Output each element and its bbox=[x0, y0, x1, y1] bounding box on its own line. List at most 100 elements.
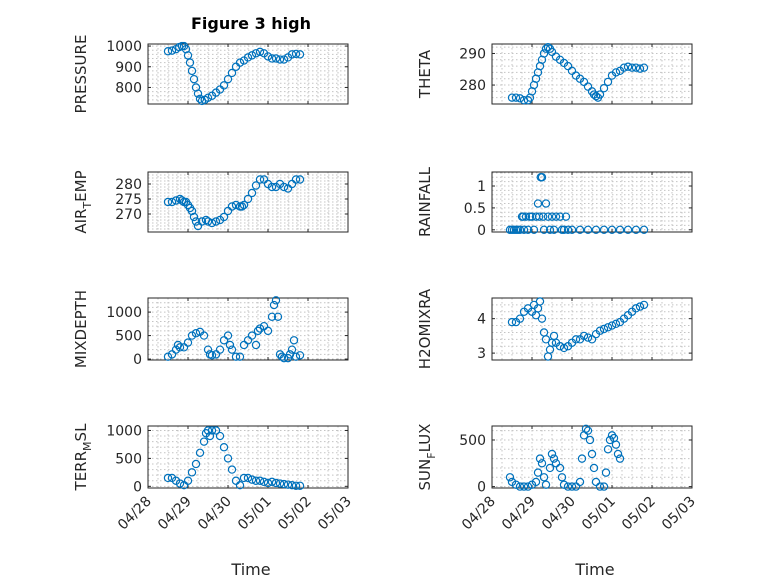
data-point bbox=[539, 212, 548, 221]
data-point bbox=[603, 323, 613, 332]
data-point bbox=[611, 319, 621, 329]
data-point bbox=[579, 331, 589, 341]
data-point bbox=[211, 426, 221, 435]
data-point bbox=[599, 482, 609, 491]
data-point bbox=[191, 329, 201, 338]
data-point bbox=[547, 212, 557, 221]
data-point bbox=[243, 53, 253, 62]
y-axis-label: TERRMSL bbox=[72, 423, 94, 492]
data-point bbox=[595, 90, 605, 99]
data-point bbox=[595, 326, 605, 335]
data-point bbox=[541, 480, 551, 489]
data-point bbox=[613, 449, 623, 459]
data-point bbox=[555, 342, 565, 351]
data-point bbox=[581, 424, 591, 433]
data-point bbox=[219, 81, 229, 90]
data-point bbox=[531, 477, 541, 487]
data-point bbox=[521, 212, 531, 221]
data-point bbox=[187, 206, 197, 216]
data-point bbox=[247, 475, 257, 484]
data-point bbox=[171, 196, 181, 205]
data-point bbox=[191, 459, 201, 469]
data-point bbox=[235, 58, 245, 67]
y-tick-label: 1000 bbox=[106, 305, 142, 321]
data-point bbox=[583, 426, 593, 435]
data-point bbox=[507, 93, 517, 102]
data-point bbox=[259, 477, 269, 487]
data-point bbox=[267, 182, 277, 192]
data-point bbox=[519, 482, 529, 491]
data-point bbox=[203, 426, 213, 435]
y-axis-label: SUNFLUX bbox=[416, 424, 438, 491]
data-point bbox=[631, 225, 641, 235]
panel-sun-flux: 0 500 04/28 04/29 04/30 05/01 05/02 05/03 SUNFLU… bbox=[416, 424, 699, 534]
x-axis-label-right: Time bbox=[574, 560, 614, 579]
data-point bbox=[631, 304, 641, 313]
data-point bbox=[279, 353, 289, 363]
data-point bbox=[543, 352, 553, 361]
axes-box bbox=[491, 425, 693, 489]
data-point bbox=[163, 197, 173, 207]
data-point bbox=[283, 480, 293, 489]
data-point bbox=[515, 482, 525, 491]
data-point bbox=[639, 225, 649, 235]
data-point bbox=[635, 64, 645, 73]
data-point bbox=[287, 345, 297, 354]
x-tick-label: 05/02 bbox=[275, 494, 315, 534]
data-point bbox=[561, 212, 571, 221]
data-point bbox=[539, 225, 549, 235]
data-point bbox=[191, 217, 201, 226]
axes-box bbox=[491, 171, 693, 233]
data-point bbox=[231, 200, 241, 210]
data-point bbox=[187, 468, 197, 477]
data-point bbox=[559, 225, 569, 235]
data-point bbox=[547, 449, 557, 459]
y-tick-label: 0 bbox=[133, 352, 142, 368]
data-point bbox=[167, 197, 177, 207]
data-point bbox=[615, 454, 625, 463]
y-tick-label: 1 bbox=[477, 179, 486, 195]
y-tick-label: 0.5 bbox=[464, 201, 486, 217]
data-point bbox=[237, 202, 247, 211]
data-point bbox=[207, 351, 217, 360]
data-point bbox=[247, 331, 257, 340]
data-point bbox=[533, 199, 543, 208]
data-point bbox=[291, 481, 301, 490]
data-point bbox=[639, 63, 649, 72]
y-tick-label: 3 bbox=[477, 346, 486, 362]
x-axis-label-left: Time bbox=[230, 560, 270, 579]
data-point bbox=[195, 448, 205, 458]
data-point bbox=[279, 182, 289, 192]
x-tick-label: 04/30 bbox=[539, 494, 579, 534]
data-point bbox=[589, 463, 599, 473]
data-point bbox=[563, 225, 573, 235]
y-tick-label: 4 bbox=[477, 312, 486, 328]
data-point bbox=[247, 188, 257, 198]
data-point bbox=[555, 212, 565, 221]
x-tick-label: 04/28 bbox=[459, 494, 499, 534]
data-point bbox=[611, 68, 621, 77]
y-tick-label: 280 bbox=[459, 78, 486, 94]
data-point bbox=[583, 333, 593, 342]
y-tick-label: 280 bbox=[115, 177, 142, 193]
data-point bbox=[227, 68, 237, 78]
data-point bbox=[607, 321, 617, 330]
data-point bbox=[599, 324, 609, 334]
x-tick-label: 04/29 bbox=[499, 494, 539, 534]
data-point bbox=[223, 74, 233, 84]
data-point bbox=[197, 217, 207, 226]
data-point bbox=[537, 314, 547, 323]
data-point bbox=[555, 463, 565, 473]
data-point bbox=[539, 473, 549, 482]
panel-theta: 280 290 THETA bbox=[416, 42, 693, 105]
y-axis-label: THETA bbox=[416, 49, 434, 99]
x-tick-label: 05/03 bbox=[315, 494, 355, 534]
data-point bbox=[627, 63, 637, 72]
y-tick-label: 900 bbox=[115, 60, 142, 76]
data-point bbox=[577, 454, 587, 463]
data-point bbox=[289, 336, 299, 345]
x-tick-label: 05/01 bbox=[235, 494, 275, 534]
data-point bbox=[235, 481, 245, 490]
data-point bbox=[199, 331, 209, 340]
